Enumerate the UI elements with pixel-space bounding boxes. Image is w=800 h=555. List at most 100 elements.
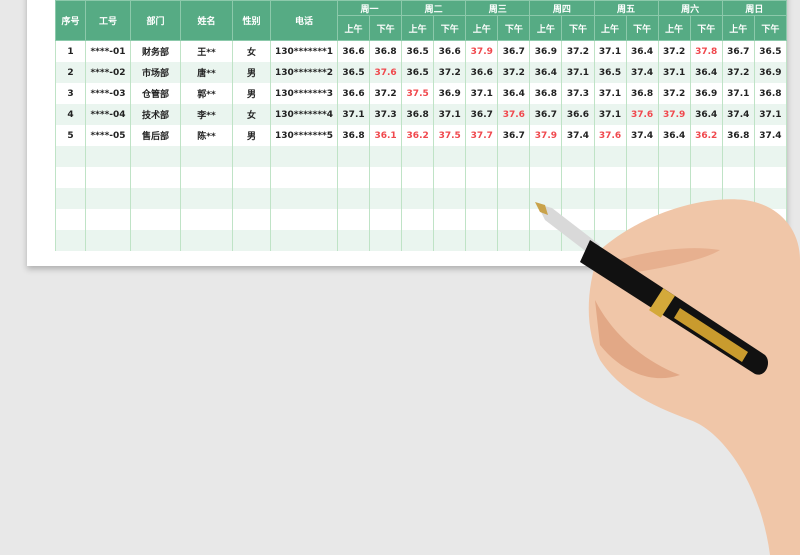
cell-temperature[interactable]: 37.1: [753, 104, 788, 125]
cell-dept[interactable]: 市场部: [130, 62, 181, 83]
cell-seq[interactable]: 2: [55, 62, 86, 83]
cell-temperature[interactable]: 37.1: [561, 62, 595, 83]
cell-phone[interactable]: 130*******2: [270, 62, 338, 83]
cell-temperature[interactable]: 37.2: [497, 62, 531, 83]
header-pm: 下午: [625, 15, 659, 41]
cell-name[interactable]: 李**: [180, 104, 233, 125]
cell-temperature[interactable]: 36.8: [401, 104, 435, 125]
empty-cell[interactable]: [657, 146, 691, 167]
empty-cell[interactable]: [130, 230, 181, 251]
header-id: 工号: [85, 0, 131, 41]
empty-cell[interactable]: [232, 230, 271, 251]
empty-cell[interactable]: [336, 188, 371, 209]
table-row: 3 ****-03 仓管部 郭** 男 130*******3 36.6 37.2 37.5 36…: [55, 83, 788, 104]
cell-temperature[interactable]: 37.4: [753, 125, 788, 146]
empty-cell[interactable]: [561, 146, 595, 167]
empty-cell[interactable]: [336, 146, 371, 167]
header-day: 周五: [593, 0, 659, 16]
cell-temperature[interactable]: 36.5: [753, 40, 788, 62]
cell-temperature[interactable]: 37.1: [433, 104, 467, 125]
empty-cell[interactable]: [180, 188, 233, 209]
header-pm: 下午: [689, 15, 723, 41]
empty-cell[interactable]: [433, 188, 467, 209]
cell-temperature[interactable]: 37.6: [497, 104, 531, 125]
cell-temperature[interactable]: 36.7: [465, 104, 499, 125]
cell-temperature[interactable]: 36.5: [401, 62, 435, 83]
empty-cell[interactable]: [369, 188, 403, 209]
header-day: 周二: [401, 0, 467, 16]
empty-cell[interactable]: [529, 146, 563, 167]
empty-cell[interactable]: [270, 146, 338, 167]
header-day: 周四: [529, 0, 595, 16]
empty-cell[interactable]: [529, 230, 563, 251]
cell-temperature[interactable]: 37.1: [593, 104, 627, 125]
empty-cell[interactable]: [593, 146, 627, 167]
header-day: 周日: [721, 0, 788, 16]
empty-cell[interactable]: [232, 188, 271, 209]
header-pm: 下午: [753, 15, 788, 41]
empty-cell[interactable]: [433, 146, 467, 167]
empty-cell[interactable]: [401, 188, 435, 209]
empty-cell[interactable]: [180, 146, 233, 167]
empty-cell[interactable]: [497, 230, 531, 251]
cell-temperature[interactable]: 36.9: [753, 62, 788, 83]
header-am: 上午: [721, 15, 755, 41]
empty-cell[interactable]: [130, 146, 181, 167]
empty-cell[interactable]: [625, 188, 659, 209]
cell-name[interactable]: 唐**: [180, 62, 233, 83]
cell-temperature[interactable]: 37.1: [336, 104, 371, 125]
empty-cell[interactable]: [130, 188, 181, 209]
empty-cell[interactable]: [369, 146, 403, 167]
cell-temperature[interactable]: 36.4: [529, 62, 563, 83]
empty-cell[interactable]: [270, 188, 338, 209]
cell-gender[interactable]: 男: [232, 62, 271, 83]
cell-temperature[interactable]: 36.7: [529, 104, 563, 125]
empty-cell[interactable]: [85, 146, 131, 167]
empty-cell[interactable]: [180, 230, 233, 251]
cell-temperature[interactable]: 36.5: [593, 62, 627, 83]
cell-temperature[interactable]: 37.1: [657, 62, 691, 83]
empty-cell[interactable]: [465, 146, 499, 167]
cell-temperature[interactable]: 36.4: [689, 104, 723, 125]
empty-row: [55, 146, 788, 167]
cell-seq[interactable]: 4: [55, 104, 86, 125]
header-am: 上午: [657, 15, 691, 41]
header-day: 周六: [657, 0, 723, 16]
header-gender: 性别: [232, 0, 271, 41]
cell-temperature[interactable]: 36.5: [336, 62, 371, 83]
cell-temperature[interactable]: 37.2: [721, 62, 755, 83]
empty-cell[interactable]: [465, 188, 499, 209]
temperature-table: 序号 工号 部门 姓名 性别 电话 周一 周二 周三 周四 周五 周六 周日 上…: [55, 0, 788, 251]
table-row: 5 ****-05 售后部 陈** 男 130*******5 36.8 36.1 36.2 37…: [55, 125, 788, 146]
empty-cell[interactable]: [55, 230, 86, 251]
header-name: 姓名: [180, 0, 233, 41]
table-row: 2 ****-02 市场部 唐** 男 130*******2 36.5 37.6 36.5 37…: [55, 62, 788, 83]
empty-cell[interactable]: [336, 230, 371, 251]
empty-cell[interactable]: [753, 167, 788, 188]
header-pm: 下午: [369, 15, 403, 41]
empty-cell[interactable]: [689, 146, 723, 167]
empty-cell[interactable]: [85, 188, 131, 209]
empty-cell[interactable]: [721, 146, 755, 167]
table-row: 4 ****-04 技术部 李** 女 130*******4 37.1 37.3 36.8 37…: [55, 104, 788, 125]
empty-cell[interactable]: [270, 230, 338, 251]
header-seq: 序号: [55, 0, 86, 41]
header-am: 上午: [593, 15, 627, 41]
header-pm: 下午: [433, 15, 467, 41]
empty-cell[interactable]: [497, 146, 531, 167]
cell-temperature[interactable]: 37.2: [433, 62, 467, 83]
cell-phone[interactable]: 130*******4: [270, 104, 338, 125]
cell-temperature[interactable]: 36.8: [753, 83, 788, 104]
empty-cell[interactable]: [85, 230, 131, 251]
empty-cell[interactable]: [753, 188, 788, 209]
cell-temperature[interactable]: 36.4: [689, 62, 723, 83]
cell-temperature[interactable]: 37.4: [721, 104, 755, 125]
empty-cell[interactable]: [55, 188, 86, 209]
empty-cell[interactable]: [497, 188, 531, 209]
empty-cell[interactable]: [433, 230, 467, 251]
empty-cell[interactable]: [55, 146, 86, 167]
cell-id[interactable]: ****-02: [85, 62, 131, 83]
empty-cell[interactable]: [753, 146, 788, 167]
header-day: 周三: [465, 0, 531, 16]
empty-cell[interactable]: [369, 230, 403, 251]
